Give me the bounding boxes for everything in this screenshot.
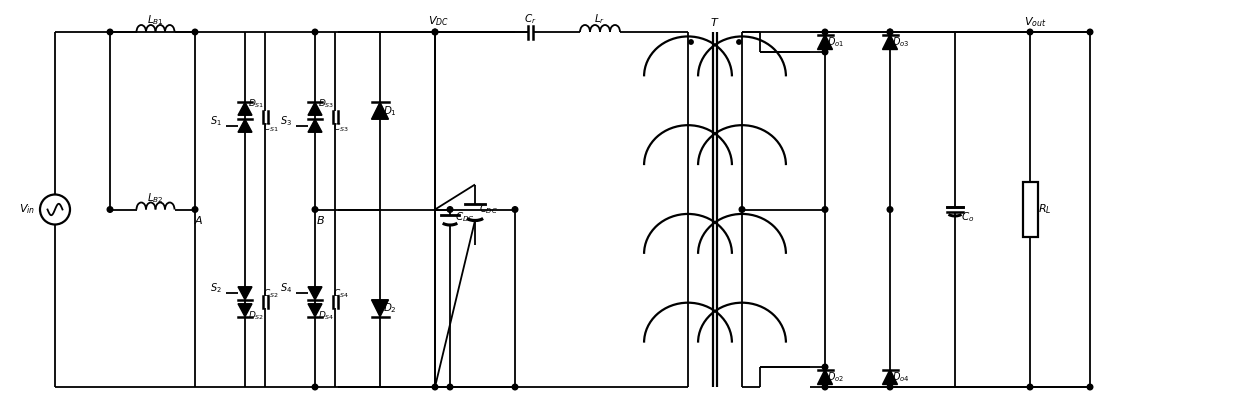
- Polygon shape: [238, 304, 252, 317]
- Text: $L_r$: $L_r$: [594, 12, 605, 26]
- Text: $B$: $B$: [315, 214, 325, 226]
- Text: $S_4$: $S_4$: [280, 281, 293, 295]
- Circle shape: [737, 40, 742, 44]
- Text: $L_{B1}$: $L_{B1}$: [148, 14, 164, 28]
- Text: $D_{o3}$: $D_{o3}$: [893, 35, 910, 49]
- FancyBboxPatch shape: [1023, 182, 1038, 237]
- Polygon shape: [238, 102, 252, 115]
- Text: $D_{o1}$: $D_{o1}$: [827, 35, 844, 49]
- Text: $D_{S4}$: $D_{S4}$: [317, 309, 335, 322]
- Text: $S_3$: $S_3$: [280, 114, 291, 128]
- Text: $L_{B2}$: $L_{B2}$: [148, 191, 164, 205]
- Circle shape: [312, 207, 317, 212]
- Circle shape: [1027, 29, 1033, 35]
- Circle shape: [107, 29, 113, 35]
- Circle shape: [512, 384, 518, 390]
- Text: $D_1$: $D_1$: [383, 104, 397, 118]
- Circle shape: [107, 207, 113, 212]
- Circle shape: [822, 384, 828, 390]
- Text: $V_{in}$: $V_{in}$: [19, 203, 35, 216]
- Polygon shape: [883, 369, 898, 384]
- Circle shape: [887, 29, 893, 35]
- Circle shape: [192, 29, 198, 35]
- Circle shape: [433, 384, 438, 390]
- Text: $V_{DC}$: $V_{DC}$: [428, 14, 449, 28]
- Polygon shape: [308, 304, 322, 317]
- Polygon shape: [883, 35, 898, 50]
- Text: $D_{S2}$: $D_{S2}$: [248, 309, 264, 322]
- Text: $R_L$: $R_L$: [1038, 203, 1052, 216]
- Circle shape: [822, 364, 828, 370]
- Polygon shape: [817, 369, 832, 384]
- Text: $T$: $T$: [711, 16, 719, 28]
- Circle shape: [192, 207, 198, 212]
- Text: $D_{o2}$: $D_{o2}$: [827, 370, 844, 384]
- Circle shape: [887, 207, 893, 212]
- Circle shape: [1027, 384, 1033, 390]
- Circle shape: [433, 29, 438, 35]
- Text: $S_2$: $S_2$: [210, 281, 222, 295]
- Text: $C_{S4}$: $C_{S4}$: [334, 287, 348, 300]
- Circle shape: [887, 29, 893, 35]
- Text: $C_{DC}$: $C_{DC}$: [479, 203, 497, 216]
- Circle shape: [1087, 384, 1092, 390]
- Text: $A$: $A$: [195, 214, 203, 226]
- Text: $C_{S3}$: $C_{S3}$: [334, 121, 348, 133]
- Text: $S_1$: $S_1$: [210, 114, 222, 128]
- Text: $C_r$: $C_r$: [523, 12, 537, 26]
- Text: $C_{DC}$: $C_{DC}$: [455, 211, 475, 224]
- Circle shape: [312, 384, 317, 390]
- Circle shape: [739, 207, 745, 212]
- Polygon shape: [372, 102, 388, 119]
- Text: $C_{S1}$: $C_{S1}$: [263, 121, 279, 133]
- Circle shape: [448, 207, 453, 212]
- Polygon shape: [308, 119, 322, 132]
- Text: $V_{out}$: $V_{out}$: [1024, 15, 1047, 29]
- Polygon shape: [238, 287, 252, 300]
- Text: $C_{S2}$: $C_{S2}$: [263, 287, 279, 300]
- Text: $D_{S1}$: $D_{S1}$: [248, 98, 264, 110]
- Circle shape: [887, 384, 893, 390]
- Text: $D_{S3}$: $D_{S3}$: [317, 98, 335, 110]
- Circle shape: [688, 40, 693, 44]
- Polygon shape: [308, 287, 322, 300]
- Circle shape: [312, 29, 317, 35]
- Text: $D_2$: $D_2$: [383, 301, 397, 315]
- Polygon shape: [238, 119, 252, 132]
- Circle shape: [433, 29, 438, 35]
- Text: $C_o$: $C_o$: [961, 211, 975, 224]
- Circle shape: [822, 207, 828, 212]
- Circle shape: [822, 29, 828, 35]
- Polygon shape: [308, 102, 322, 115]
- Circle shape: [448, 384, 453, 390]
- Polygon shape: [372, 300, 388, 317]
- Circle shape: [512, 207, 518, 212]
- Circle shape: [1087, 29, 1092, 35]
- Circle shape: [822, 49, 828, 55]
- Text: $D_{o4}$: $D_{o4}$: [892, 370, 910, 384]
- Polygon shape: [817, 35, 832, 50]
